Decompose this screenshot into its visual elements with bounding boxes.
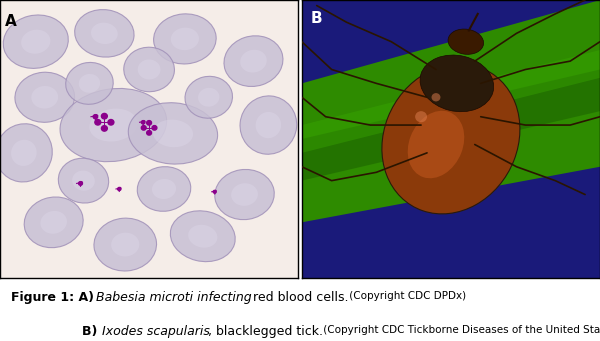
Circle shape — [93, 115, 98, 119]
Ellipse shape — [171, 28, 199, 50]
Ellipse shape — [79, 74, 100, 93]
Ellipse shape — [152, 179, 176, 199]
Ellipse shape — [170, 211, 235, 262]
Ellipse shape — [137, 59, 161, 79]
Ellipse shape — [91, 23, 118, 44]
Ellipse shape — [231, 183, 258, 206]
Polygon shape — [302, 0, 600, 222]
Circle shape — [95, 120, 101, 125]
Circle shape — [101, 125, 107, 131]
Ellipse shape — [420, 55, 494, 112]
Ellipse shape — [124, 47, 175, 92]
Text: A: A — [5, 14, 17, 29]
Ellipse shape — [382, 64, 520, 214]
Text: Ixodes scapularis: Ixodes scapularis — [102, 325, 209, 338]
Circle shape — [142, 121, 145, 124]
Circle shape — [118, 188, 121, 191]
Ellipse shape — [89, 108, 137, 142]
Polygon shape — [302, 70, 600, 181]
Ellipse shape — [153, 120, 193, 147]
Text: B): B) — [82, 325, 102, 338]
Ellipse shape — [448, 29, 484, 54]
Ellipse shape — [137, 167, 191, 211]
Text: B: B — [311, 11, 322, 26]
Ellipse shape — [111, 233, 139, 256]
Ellipse shape — [15, 72, 74, 122]
Ellipse shape — [24, 197, 83, 248]
Circle shape — [431, 93, 440, 101]
Ellipse shape — [72, 170, 95, 191]
Polygon shape — [302, 50, 600, 153]
Ellipse shape — [154, 14, 216, 64]
Circle shape — [142, 125, 146, 130]
Ellipse shape — [74, 10, 134, 57]
Ellipse shape — [21, 30, 50, 54]
Circle shape — [108, 120, 114, 125]
Ellipse shape — [128, 103, 218, 164]
Text: Babesia microti infecting: Babesia microti infecting — [97, 291, 252, 303]
Ellipse shape — [408, 111, 464, 178]
Ellipse shape — [31, 86, 58, 108]
Circle shape — [146, 121, 152, 125]
Text: red blood cells.: red blood cells. — [249, 291, 349, 303]
Ellipse shape — [240, 50, 267, 73]
Text: , blacklegged tick.: , blacklegged tick. — [208, 325, 323, 338]
Ellipse shape — [224, 36, 283, 87]
Text: (Copyright CDC Tickborne Diseases of the United States): (Copyright CDC Tickborne Diseases of the… — [320, 325, 600, 335]
Circle shape — [79, 182, 82, 185]
Ellipse shape — [188, 225, 217, 248]
Text: (Copyright CDC DPDx): (Copyright CDC DPDx) — [346, 291, 466, 300]
Ellipse shape — [240, 96, 297, 154]
Circle shape — [415, 111, 427, 122]
Ellipse shape — [40, 211, 67, 234]
Ellipse shape — [58, 158, 109, 203]
Ellipse shape — [11, 140, 37, 166]
Ellipse shape — [198, 88, 220, 107]
Ellipse shape — [66, 62, 113, 104]
Ellipse shape — [94, 218, 157, 271]
Circle shape — [101, 114, 107, 119]
Circle shape — [146, 131, 152, 135]
Ellipse shape — [60, 88, 167, 162]
Ellipse shape — [0, 124, 52, 182]
Ellipse shape — [185, 76, 232, 118]
Ellipse shape — [215, 169, 274, 220]
Circle shape — [152, 125, 157, 130]
Circle shape — [213, 190, 216, 193]
Ellipse shape — [256, 112, 281, 138]
Text: Figure 1: A): Figure 1: A) — [11, 291, 98, 303]
Ellipse shape — [3, 15, 68, 69]
